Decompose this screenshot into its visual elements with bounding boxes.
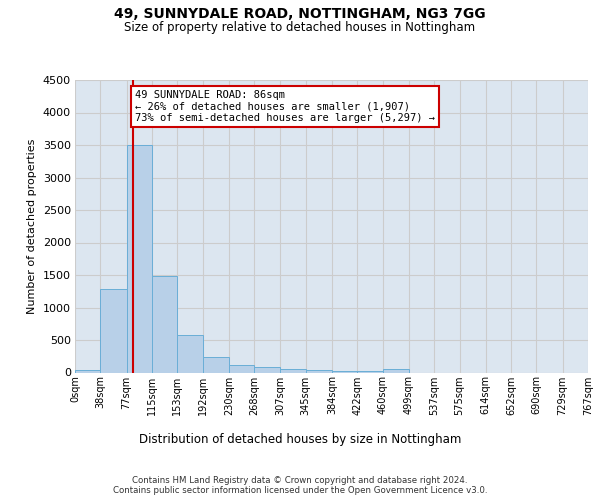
Bar (306, 370, 332, 372)
Y-axis label: Number of detached properties: Number of detached properties (27, 138, 37, 314)
Bar (357, 370, 383, 372)
Text: Size of property relative to detached houses in Nottingham: Size of property relative to detached ho… (124, 21, 476, 34)
Bar (254, 368, 280, 372)
Bar (75, 370, 100, 372)
Bar (152, 276, 178, 372)
Bar (280, 369, 306, 372)
Bar (229, 365, 254, 372)
Text: Contains HM Land Registry data © Crown copyright and database right 2024.
Contai: Contains HM Land Registry data © Crown c… (113, 476, 487, 495)
Bar (203, 357, 229, 372)
Bar (127, 145, 152, 372)
Bar (332, 370, 357, 372)
Bar (178, 335, 203, 372)
Bar (100, 290, 127, 372)
Text: Distribution of detached houses by size in Nottingham: Distribution of detached houses by size … (139, 432, 461, 446)
Text: 49 SUNNYDALE ROAD: 86sqm
← 26% of detached houses are smaller (1,907)
73% of sem: 49 SUNNYDALE ROAD: 86sqm ← 26% of detach… (135, 90, 435, 123)
Text: 49, SUNNYDALE ROAD, NOTTINGHAM, NG3 7GG: 49, SUNNYDALE ROAD, NOTTINGHAM, NG3 7GG (114, 8, 486, 22)
Bar (383, 369, 409, 372)
